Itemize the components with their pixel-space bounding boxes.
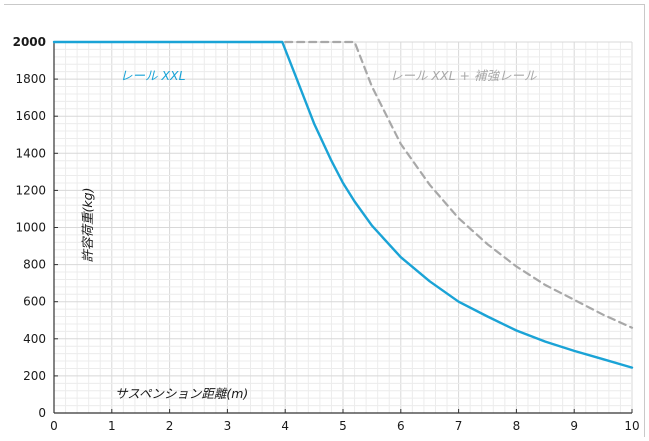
y-tick-label: 800 (23, 258, 46, 272)
y-tick-label: 400 (23, 332, 46, 346)
tick-labels: 0 1 2 3 4 5 6 7 8 9 10 0 200 400 600 800 1000 1200 1400 160… (13, 35, 640, 433)
series-line-rail-xxl (52, 40, 634, 369)
y-tick-label: 1600 (15, 109, 46, 123)
y-tick-label: 2000 (13, 35, 46, 49)
x-axis-label: サスペンション距離(m) (115, 386, 248, 401)
chart-frame (4, 4, 645, 437)
y-tick-label: 1400 (15, 146, 46, 160)
x-tick-label: 1 (108, 419, 116, 433)
x-tick-label: 2 (166, 419, 174, 433)
y-tick-label: 1200 (15, 183, 46, 197)
axes (53, 41, 633, 414)
x-tick-label: 3 (224, 419, 232, 433)
x-tick-label: 5 (339, 419, 347, 433)
x-tick-label: 7 (455, 419, 463, 433)
y-tick-label: 1800 (15, 72, 46, 86)
x-tick-label: 4 (281, 419, 289, 433)
y-tick-label: 200 (23, 369, 46, 383)
series-layer (52, 40, 634, 369)
series-label-rail-xxl: レール XXL (120, 68, 186, 83)
series-label-rail-xxl-reinforced: レール XXL + 補強レール (390, 68, 537, 83)
y-tick-label: 0 (38, 406, 46, 420)
x-tick-label: 9 (570, 419, 578, 433)
y-axis-label: 許容荷重(kg) (80, 188, 95, 263)
series-line-rail-xxl-reinforced (284, 40, 634, 329)
y-tick-label: 600 (23, 295, 46, 309)
x-tick-label: 10 (624, 419, 639, 433)
x-tick-label: 8 (513, 419, 521, 433)
y-tick-label: 1000 (15, 221, 46, 235)
grid (53, 41, 633, 414)
x-tick-label: 0 (50, 419, 58, 433)
x-tick-label: 6 (397, 419, 405, 433)
